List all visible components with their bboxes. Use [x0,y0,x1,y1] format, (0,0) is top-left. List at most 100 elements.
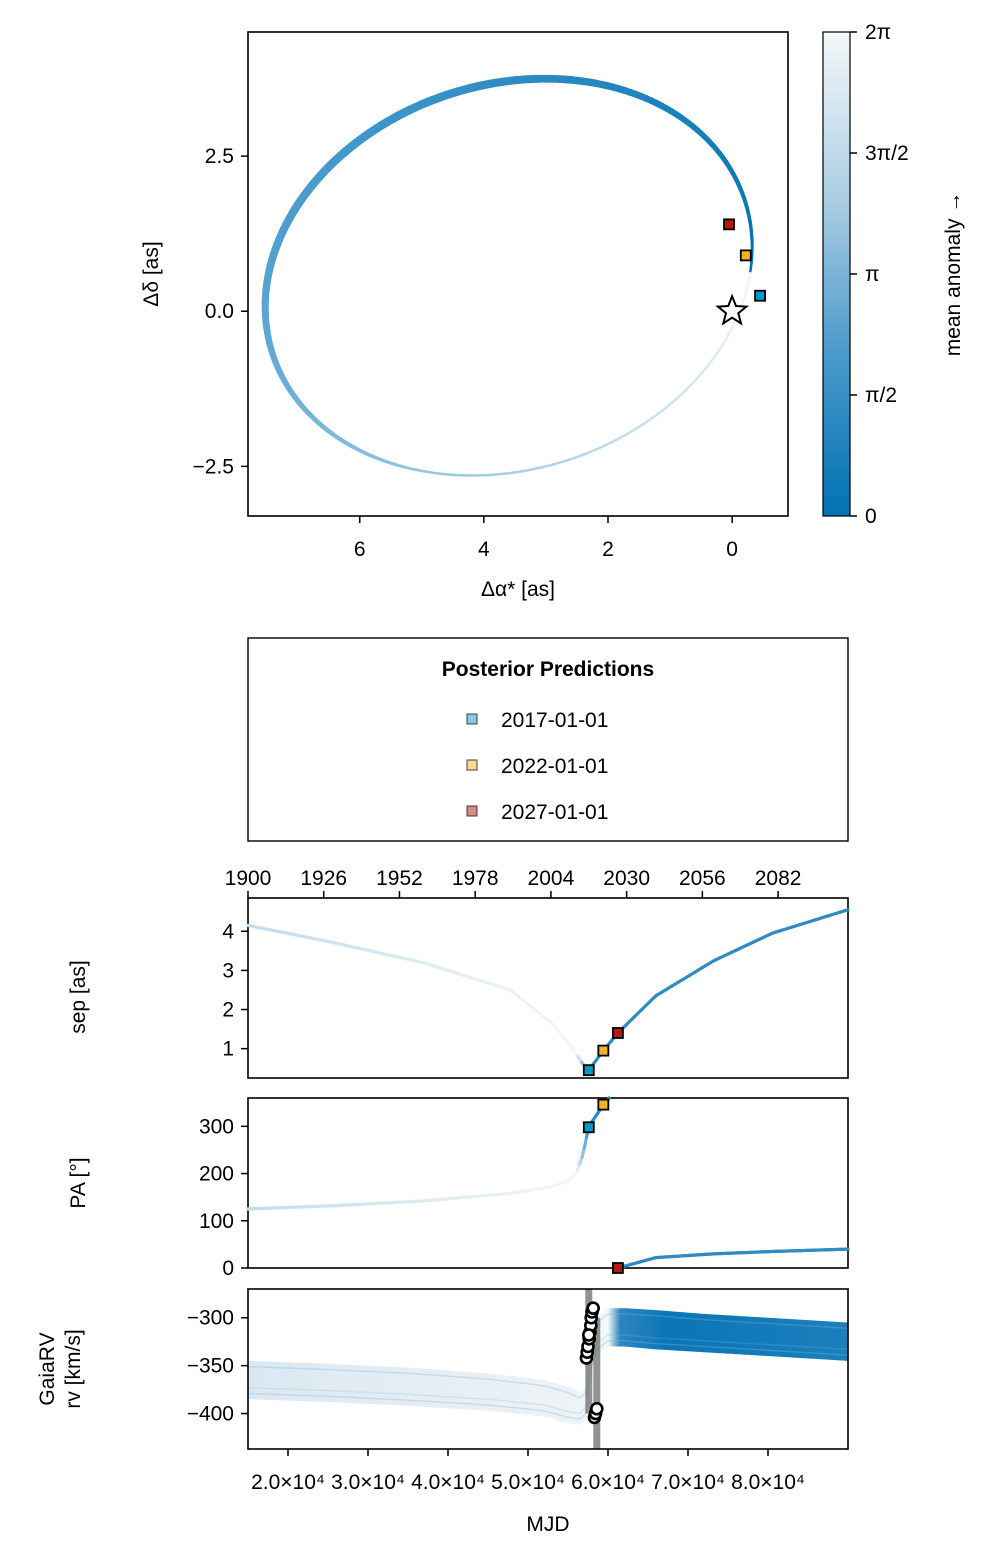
legend-swatch [466,713,478,725]
rv-plot-frame [247,1288,849,1450]
pa-y-tick-label: 300 [199,1115,234,1138]
pa-track [246,1096,850,1270]
year-tick-label: 1900 [225,867,272,890]
star-icon [715,293,750,326]
orbit-x-tick-label: 6 [354,538,366,561]
rv-x-tick-label: 2.0×10⁴ [251,1471,325,1494]
legend-title: Posterior Predictions [442,658,654,681]
colorbar-tick-label: π/2 [865,384,897,407]
year-tick-label: 2030 [603,867,650,890]
rv-x-tick-label: 3.0×10⁴ [331,1471,405,1494]
pa-y-label: PA [°] [67,1157,90,1208]
sep-marker [597,1044,610,1057]
legend-entry-label: 2017-01-01 [501,709,608,732]
orbit-panel: 6 4 2 0 2.5 0.0 −2.5 Δα* [as] Δδ [as] [140,31,789,601]
orbit-x-label: Δα* [as] [481,578,555,601]
legend: Posterior Predictions 2017-01-01 2022-01-… [247,637,849,842]
sep-marker [582,1064,595,1077]
pa-marker [582,1121,595,1134]
pa-marker [597,1098,610,1111]
pa-epoch-markers [582,1098,624,1274]
year-tick-label: 1952 [376,867,423,890]
colorbar-gradient [822,31,851,517]
year-tick-label: 2004 [528,867,575,890]
orbit-y-label: Δδ [as] [140,241,163,306]
rv-observation-point [581,1328,596,1342]
rv-observations [579,1301,604,1425]
rv-observation-point [589,1401,604,1416]
orbit-y-tick-label: 0.0 [205,300,234,323]
year-tick-label: 2082 [755,867,802,890]
rv-model-band [248,1289,848,1449]
legend-swatch [466,805,478,817]
rv-y-tick-label: −300 [187,1307,234,1330]
year-axis: 1900 1926 1952 1978 2004 2030 2056 2082 [225,867,802,898]
colorbar-tick-label: 2π [865,21,891,44]
rv-y-tick-label: −400 [187,1403,234,1426]
orbit-track [261,74,754,477]
sep-y-tick-label: 1 [222,1038,234,1061]
legend-entry-label: 2022-01-01 [501,755,608,778]
year-tick-label: 1978 [452,867,499,890]
sep-y-tick-label: 3 [222,959,234,982]
orbit-x-tick-label: 2 [602,538,614,561]
pa-marker [612,1262,624,1274]
host-star-marker [715,293,750,326]
rv-y-label-line2: rv [km/s] [62,1329,85,1408]
rv-envelope-line [248,1334,848,1414]
year-tick-label: 2056 [679,867,726,890]
legend-box [247,637,849,842]
orbit-x-tick-label: 0 [726,538,738,561]
sep-epoch-markers [582,1027,624,1077]
orbit-marker [723,218,735,231]
pa-panel: 0 100 200 300 PA [°] [67,1096,850,1280]
sep-y-label: sep [as] [67,960,90,1034]
year-tick-label: 1926 [300,867,347,890]
sep-segment [842,908,850,913]
rv-y-axis: −300 −350 −400 [187,1307,248,1426]
rv-envelope-line [248,1313,848,1399]
sep-y-tick-label: 2 [222,999,234,1022]
rv-x-tick-label: 5.0×10⁴ [491,1471,565,1494]
colorbar-tick-label: π [865,263,880,286]
rv-envelope-line [248,1339,848,1420]
orbit-x-axis: 6 4 2 0 [354,516,738,561]
pa-segment [582,1135,589,1150]
orbit-y-tick-label: 2.5 [205,145,234,168]
colorbar-tick-label: 3π/2 [865,142,909,165]
legend-entry-label: 2027-01-01 [501,801,608,824]
sep-plot-frame [247,897,849,1079]
sep-y-tick-label: 4 [222,920,234,943]
pa-y-tick-label: 200 [199,1163,234,1186]
rv-panel: 2.0×10⁴ 3.0×10⁴ 4.0×10⁴ 5.0×10⁴ 6.0×10⁴ 7.0×1… [36,1288,849,1536]
orbit-y-axis: 2.5 0.0 −2.5 [193,145,248,478]
orbit-segment [747,271,752,280]
rv-observation-point [586,1301,601,1315]
pa-y-axis: 0 100 200 300 [199,1115,248,1280]
colorbar-ticks: 0 π/2 π 3π/2 2π [850,21,909,528]
rv-y-tick-label: −350 [187,1355,234,1378]
colorbar-label: mean anomaly → [942,192,965,357]
colorbar-tick-label: 0 [865,505,877,528]
rv-x-tick-label: 4.0×10⁴ [411,1471,485,1494]
rv-x-tick-label: 8.0×10⁴ [731,1471,805,1494]
rv-band-group [248,1289,848,1449]
colorbar: 0 π/2 π 3π/2 2π mean anomaly → [822,21,965,528]
orbit-plot-frame [247,31,789,517]
legend-swatch [466,759,478,771]
pa-y-tick-label: 0 [222,1257,234,1280]
rv-x-tick-label: 6.0×10⁴ [571,1471,645,1494]
sep-panel: 1900 1926 1952 1978 2004 2030 2056 2082 1 2 3 4 se… [67,867,850,1079]
sep-y-axis: 1 2 3 4 [222,920,248,1061]
legend-entries: 2017-01-01 2022-01-01 2027-01-01 [466,709,608,824]
rv-x-tick-label: 7.0×10⁴ [651,1471,725,1494]
orbit-epoch-markers [723,218,766,302]
orbit-y-tick-label: −2.5 [193,455,234,478]
rv-x-axis: 2.0×10⁴ 3.0×10⁴ 4.0×10⁴ 5.0×10⁴ 6.0×10⁴ 7.0×1… [251,1449,805,1494]
orbit-marker [754,289,766,302]
pa-plot-frame [247,1097,849,1269]
rv-x-label: MJD [526,1513,569,1536]
orbit-x-tick-label: 4 [478,538,490,561]
rv-y-label-line1: GaiaRV [36,1332,59,1405]
